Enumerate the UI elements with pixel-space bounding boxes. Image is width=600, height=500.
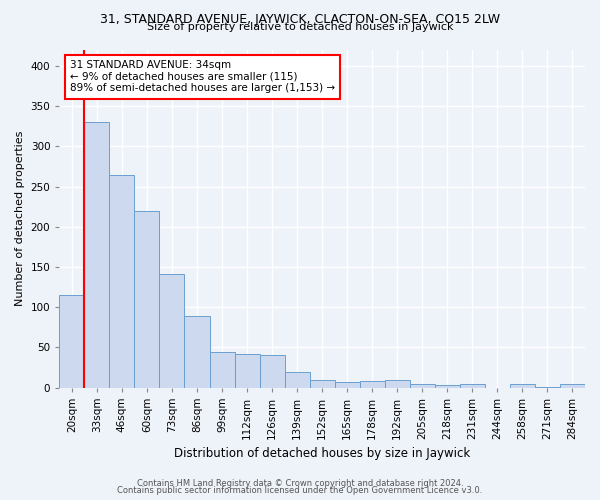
Bar <box>160 274 184 388</box>
Bar <box>560 384 585 388</box>
Bar <box>385 380 410 388</box>
Bar <box>284 372 310 388</box>
Bar <box>134 210 160 388</box>
Text: 31, STANDARD AVENUE, JAYWICK, CLACTON-ON-SEA, CO15 2LW: 31, STANDARD AVENUE, JAYWICK, CLACTON-ON… <box>100 12 500 26</box>
Text: Contains HM Land Registry data © Crown copyright and database right 2024.: Contains HM Land Registry data © Crown c… <box>137 478 463 488</box>
Bar <box>260 354 284 388</box>
Bar <box>460 384 485 388</box>
Bar <box>335 382 360 388</box>
X-axis label: Distribution of detached houses by size in Jaywick: Distribution of detached houses by size … <box>174 447 470 460</box>
Bar <box>85 122 109 388</box>
Text: Contains public sector information licensed under the Open Government Licence v3: Contains public sector information licen… <box>118 486 482 495</box>
Bar <box>235 354 260 388</box>
Text: 31 STANDARD AVENUE: 34sqm
← 9% of detached houses are smaller (115)
89% of semi-: 31 STANDARD AVENUE: 34sqm ← 9% of detach… <box>70 60 335 94</box>
Bar <box>410 384 435 388</box>
Bar <box>59 295 85 388</box>
Bar <box>360 381 385 388</box>
Bar <box>510 384 535 388</box>
Bar <box>109 174 134 388</box>
Bar <box>535 386 560 388</box>
Bar <box>184 316 209 388</box>
Y-axis label: Number of detached properties: Number of detached properties <box>15 131 25 306</box>
Bar <box>435 385 460 388</box>
Bar <box>209 352 235 388</box>
Text: Size of property relative to detached houses in Jaywick: Size of property relative to detached ho… <box>147 22 453 32</box>
Bar <box>310 380 335 388</box>
